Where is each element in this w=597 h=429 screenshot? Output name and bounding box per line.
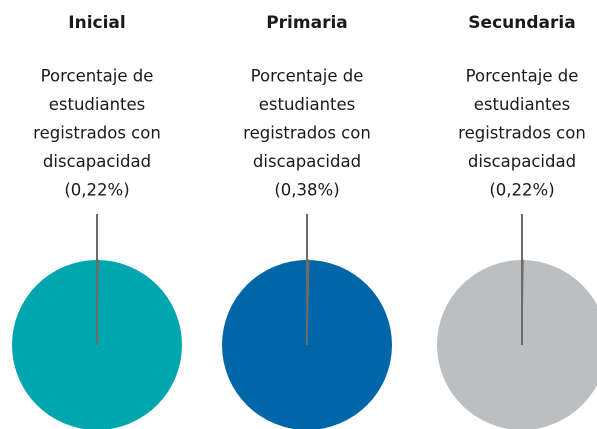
label-line: registrados con bbox=[243, 124, 371, 143]
value-label: (0,22%) bbox=[64, 181, 129, 200]
label-line: registrados con bbox=[33, 124, 161, 143]
value-label: (0,38%) bbox=[274, 181, 339, 200]
label-line: discapacidad bbox=[253, 152, 361, 171]
chart-title: Primaria bbox=[266, 13, 348, 33]
chart-title: Secundaria bbox=[468, 13, 575, 33]
label-line: estudiantes bbox=[474, 95, 571, 114]
label-line: registrados con bbox=[458, 124, 586, 143]
label-line: discapacidad bbox=[468, 152, 576, 171]
label-line: Porcentaje de bbox=[41, 67, 154, 86]
value-label: (0,22%) bbox=[489, 181, 554, 200]
label-line: estudiantes bbox=[49, 95, 146, 114]
label-line: Porcentaje de bbox=[251, 67, 364, 86]
label-line: Porcentaje de bbox=[466, 67, 579, 86]
label-line: estudiantes bbox=[259, 95, 356, 114]
pie-background bbox=[437, 260, 597, 429]
chart-title: Inicial bbox=[68, 13, 125, 33]
label-line: discapacidad bbox=[43, 152, 151, 171]
